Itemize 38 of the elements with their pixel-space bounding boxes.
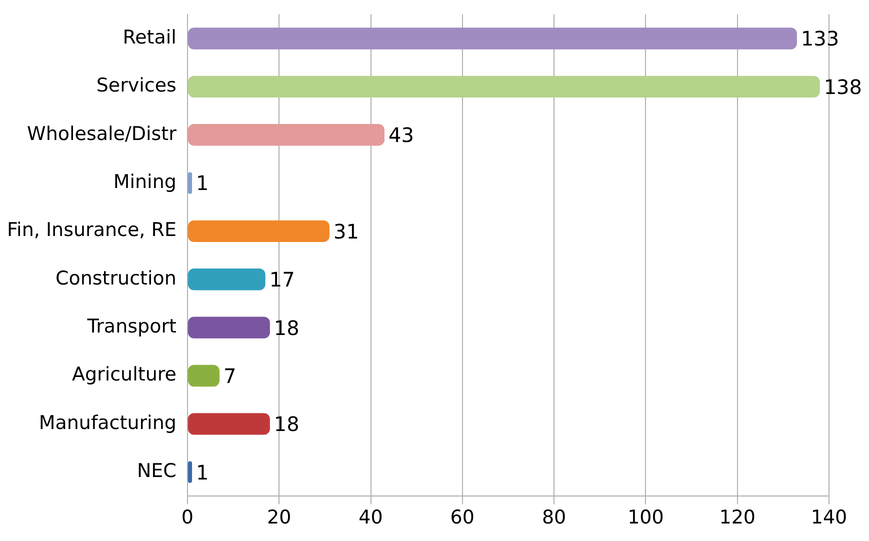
bar bbox=[188, 172, 192, 194]
y-tick-label: Retail bbox=[122, 26, 176, 48]
bar bbox=[188, 364, 220, 387]
data-label: 133 bbox=[800, 26, 840, 51]
bar bbox=[188, 316, 270, 338]
y-tick-label: Wholesale/Distr bbox=[27, 122, 177, 145]
x-tick-label: 0 bbox=[181, 506, 194, 529]
data-label: 31 bbox=[334, 219, 359, 244]
bar bbox=[188, 268, 266, 290]
bar bbox=[188, 124, 384, 146]
y-tick-label: Services bbox=[96, 74, 176, 97]
y-tick-label: Fin, Insurance, RE bbox=[7, 219, 176, 242]
data-label: 17 bbox=[269, 268, 295, 292]
y-tick-label: Agriculture bbox=[72, 364, 176, 386]
data-label: 43 bbox=[388, 123, 414, 148]
data-label: 18 bbox=[274, 316, 300, 340]
x-tick-label: 80 bbox=[542, 506, 566, 529]
bar bbox=[188, 220, 330, 242]
x-tick-label: 60 bbox=[450, 506, 474, 529]
x-tick-label: 140 bbox=[810, 506, 848, 529]
data-label: 1 bbox=[196, 171, 209, 196]
x-tick-label: 100 bbox=[628, 506, 664, 529]
data-label: 138 bbox=[824, 74, 862, 99]
y-tick-label: Transport bbox=[86, 316, 176, 338]
y-tick-label: Mining bbox=[113, 170, 176, 193]
bar bbox=[188, 76, 820, 98]
x-tick-label: 40 bbox=[358, 506, 383, 529]
data-label: 18 bbox=[274, 412, 300, 436]
data-label: 1 bbox=[196, 460, 209, 484]
x-tick-label: 20 bbox=[267, 506, 292, 529]
x-tick-label: 120 bbox=[719, 506, 756, 529]
bar bbox=[188, 461, 192, 483]
y-tick-label: NEC bbox=[136, 460, 176, 482]
y-tick-label: Construction bbox=[55, 267, 176, 290]
bar bbox=[188, 28, 797, 50]
data-label: 7 bbox=[224, 364, 236, 388]
bar bbox=[188, 413, 270, 435]
y-tick-label: Manufacturing bbox=[38, 412, 176, 434]
